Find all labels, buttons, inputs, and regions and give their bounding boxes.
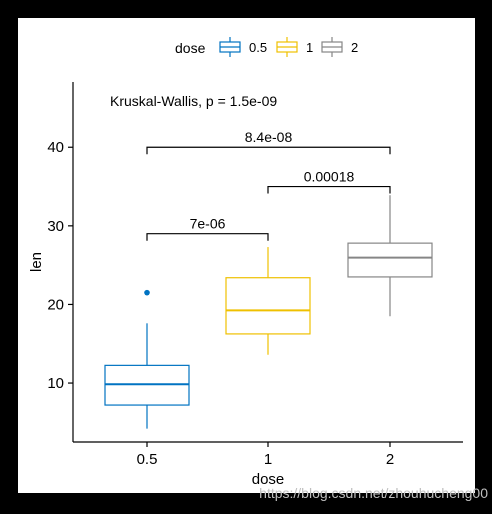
- legend-entry-label: 2: [351, 40, 358, 55]
- global-test-annotation: Kruskal-Wallis, p = 1.5e-09: [110, 93, 277, 109]
- x-axis-ticks: 0.5 1 2: [137, 442, 394, 468]
- y-tick-label: 30: [47, 218, 64, 235]
- bracket-line: [146, 146, 391, 155]
- comparison-p-value: 7e-06: [190, 216, 226, 232]
- box-1: [225, 247, 311, 355]
- bracket-line: [267, 185, 391, 194]
- iqr-box: [225, 277, 311, 335]
- boxes: [104, 195, 433, 429]
- y-tick-label: 10: [47, 375, 64, 392]
- x-tick-label: 0.5: [137, 451, 158, 468]
- comparison-bracket: 8.4e-08: [146, 129, 391, 155]
- y-axis-title: len: [28, 252, 45, 272]
- bracket-line: [146, 233, 269, 241]
- legend-entry-label: 1: [306, 40, 313, 55]
- x-tick-label: 2: [386, 451, 394, 468]
- comparison-p-value: 8.4e-08: [245, 129, 293, 145]
- comparison-bracket: 7e-06: [146, 216, 269, 241]
- y-axis-ticks: 10 20 30 40: [47, 139, 73, 392]
- box-2: [347, 195, 433, 317]
- legend-title: dose: [175, 40, 206, 56]
- legend-entry-0.5: 0.5: [219, 37, 267, 57]
- comparison-p-value: 0.00018: [304, 169, 355, 185]
- watermark: https://blog.csdn.net/zhouhucheng00: [259, 485, 488, 501]
- outlier-point: [144, 289, 150, 296]
- y-tick-label: 20: [47, 296, 64, 313]
- comparison-bracket: 0.00018: [267, 169, 391, 194]
- comparison-brackets: 7e-06 0.00018 8.4e-08: [146, 129, 391, 241]
- iqr-box: [347, 242, 433, 278]
- x-tick-label: 1: [264, 451, 272, 468]
- x-axis-title: dose: [252, 471, 285, 488]
- legend-entries: 0.5 1 2: [219, 37, 358, 57]
- y-tick-label: 40: [47, 139, 64, 156]
- legend-entry-label: 0.5: [249, 40, 267, 55]
- box-0.5: [104, 289, 190, 429]
- legend-entry-2: 2: [321, 37, 358, 57]
- legend: dose 0.5 1 2: [175, 37, 358, 57]
- legend-entry-1: 1: [276, 37, 313, 57]
